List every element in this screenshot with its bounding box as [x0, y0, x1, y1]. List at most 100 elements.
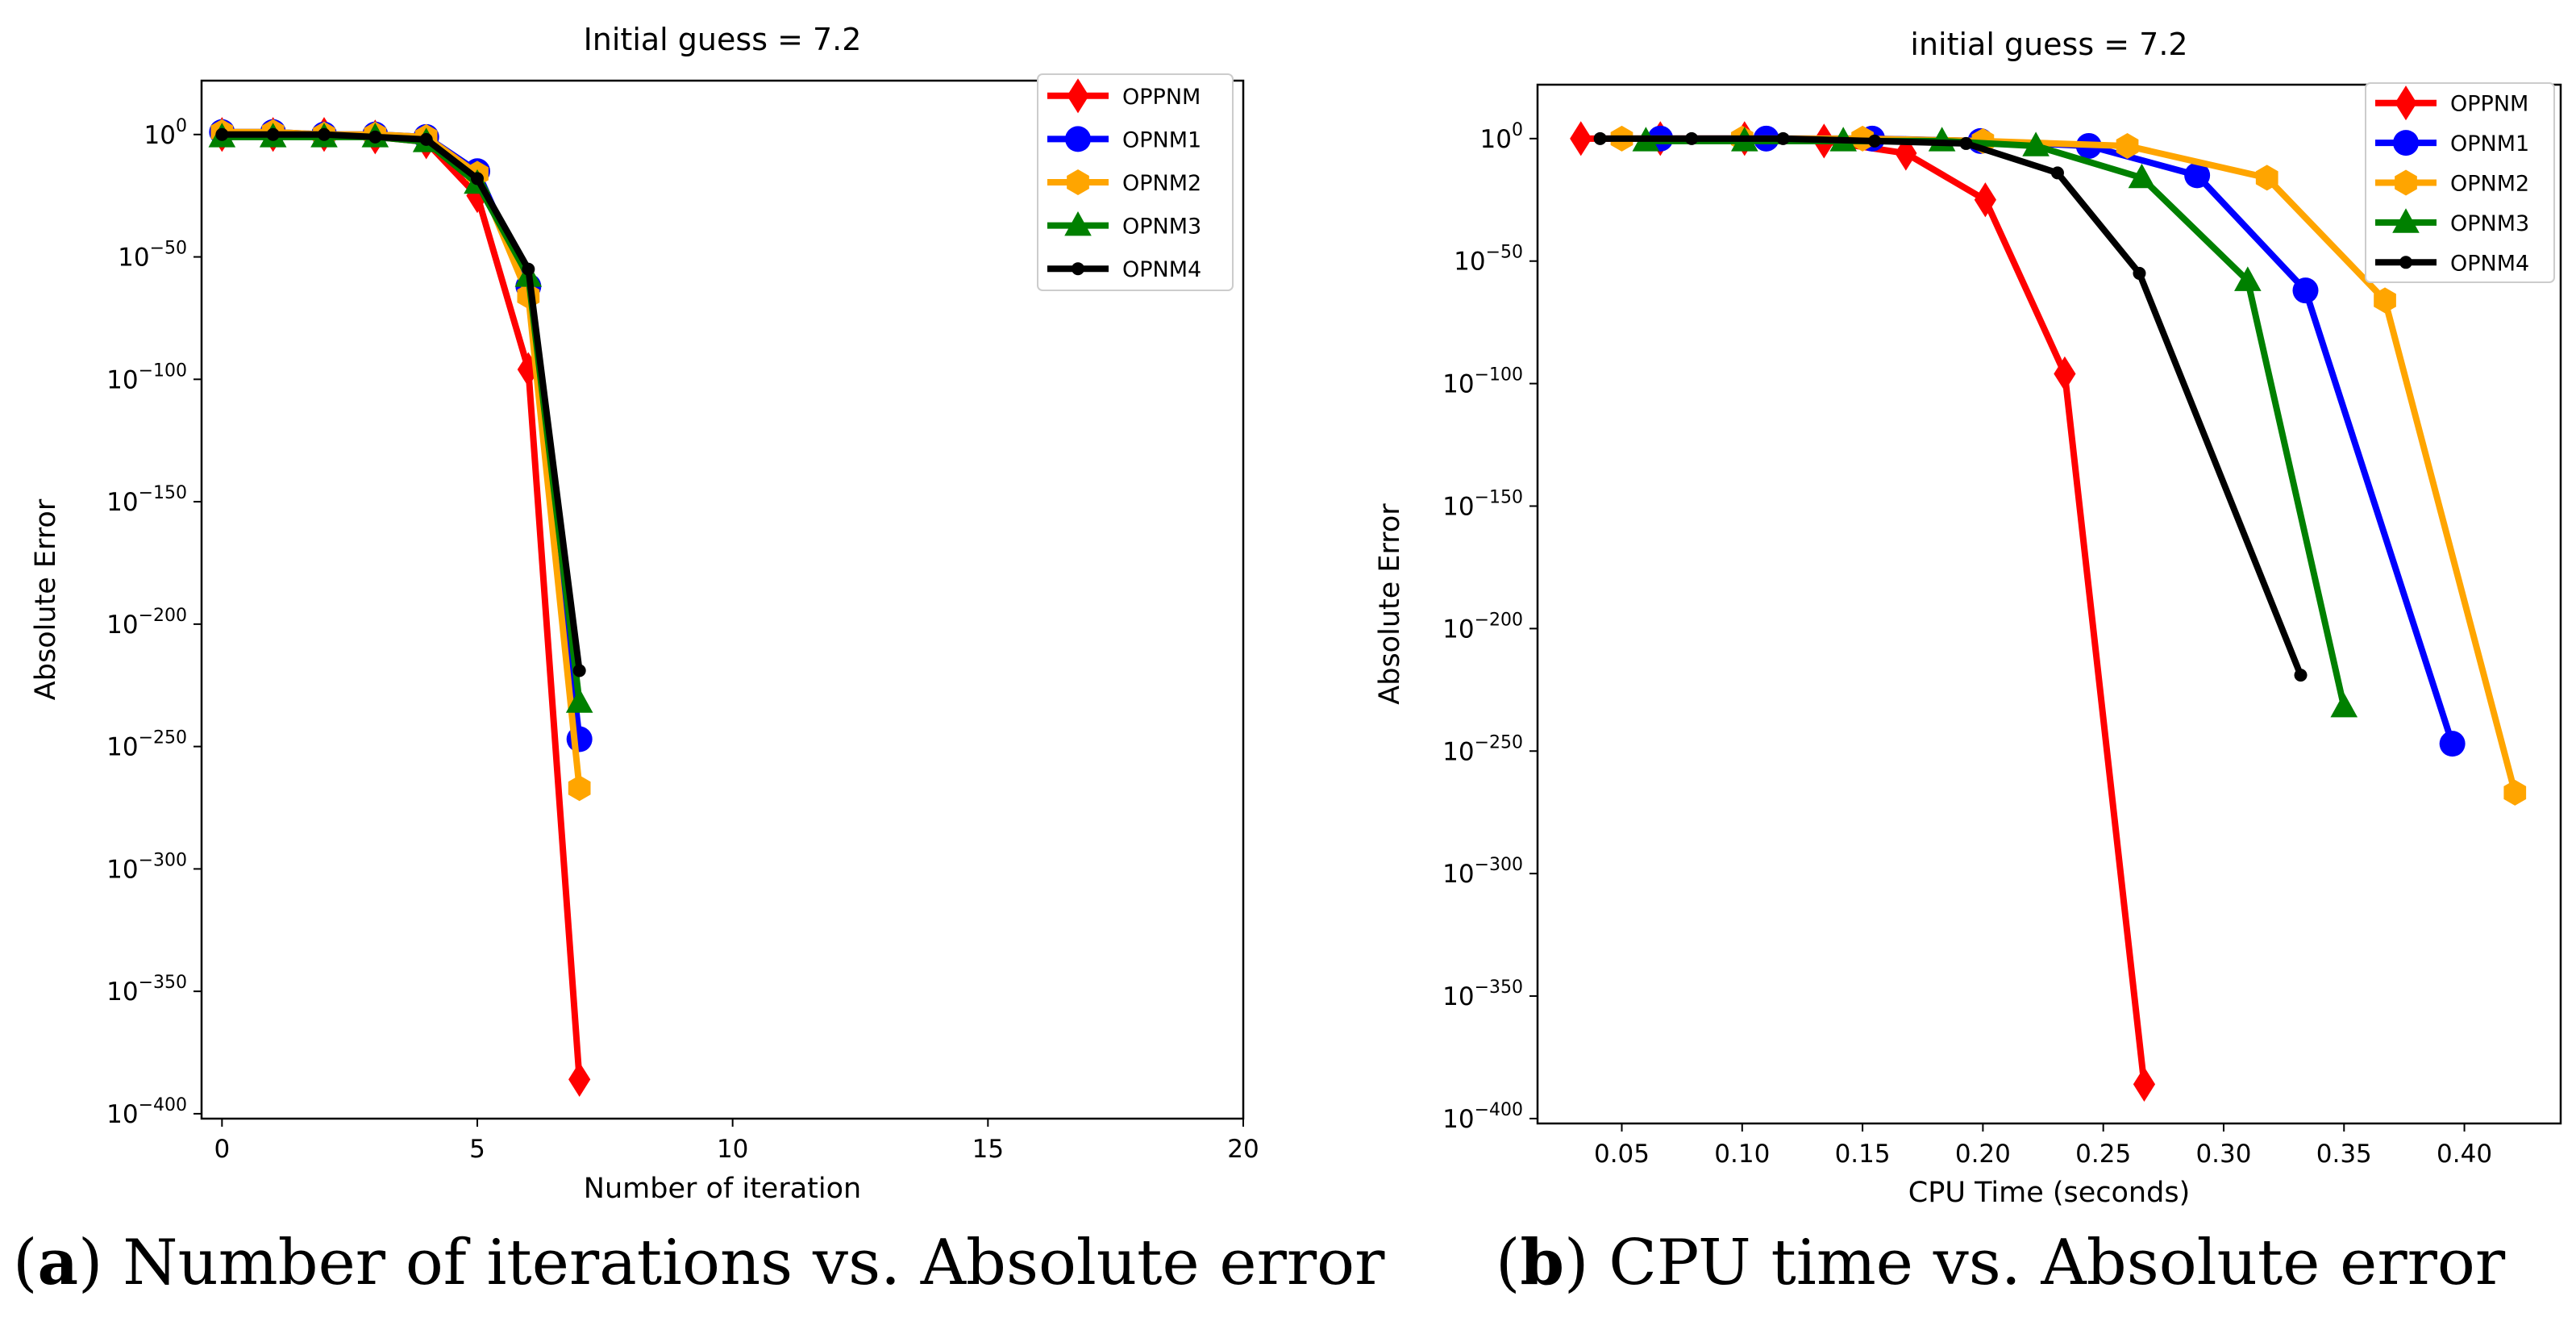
series-line-opnm4	[1600, 135, 2304, 677]
y-tick-exponent: −150	[139, 483, 187, 503]
x-tick-label: 0.35	[2316, 1140, 2372, 1169]
y-tick-label: 10−100	[1442, 365, 1523, 399]
data-point-opnm4	[1868, 134, 1882, 148]
legend-marker-opnm4	[1072, 262, 1084, 276]
y-tick-base: 10	[106, 855, 138, 884]
legend: OPPNM OPNM1 OPNM2 OPNM3 OPNM4	[2365, 82, 2555, 283]
data-point-opnm4	[1685, 131, 1699, 145]
data-point-oppnm	[2054, 356, 2076, 392]
y-tick-base: 10	[1442, 737, 1474, 766]
legend-marker-oppnm	[2395, 85, 2417, 121]
data-point-oppnm	[517, 352, 539, 387]
legend-label-opnm1: OPNM1	[2450, 131, 2529, 156]
plot-area	[1570, 121, 2527, 1102]
y-tick-exponent: 0	[176, 116, 187, 136]
legend-frame	[1037, 73, 1234, 291]
y-tick-exponent: 0	[1512, 120, 1523, 140]
data-point-oppnm	[568, 1061, 591, 1098]
caption-a: (a) Number of iterations vs. Absolute er…	[13, 1226, 1385, 1299]
x-tick-label: 0.25	[2075, 1140, 2131, 1169]
y-tick-exponent: −400	[139, 1095, 187, 1115]
x-tick-label: 0.30	[2195, 1140, 2251, 1169]
y-tick-label: 10−50	[118, 239, 187, 273]
series-line-opnm3	[222, 133, 583, 703]
y-axis-label: Absolute Error	[30, 498, 62, 700]
y-tick-base: 10	[106, 733, 138, 762]
series-line-opnm1	[222, 128, 583, 740]
y-tick-label: 10−150	[106, 483, 187, 517]
axes-frame	[1536, 83, 2562, 1125]
x-tick-label: 0.05	[1594, 1140, 1650, 1169]
y-tick-label: 100	[1480, 120, 1523, 154]
caption-b: (b) CPU time vs. Absolute error	[1496, 1226, 2506, 1299]
y-tick-exponent: −250	[139, 728, 187, 748]
y-tick-exponent: −150	[1475, 487, 1523, 507]
data-point-opnm2	[2116, 132, 2139, 159]
legend-label-opnm2: OPNM2	[1122, 171, 1201, 196]
data-point-opnm2	[2503, 779, 2527, 806]
y-tick-exponent: −50	[150, 239, 187, 259]
data-point-opnm4	[2133, 266, 2146, 280]
plot-area	[208, 117, 593, 1098]
y-tick-base: 10	[144, 121, 176, 150]
x-tick-label: 0.20	[1955, 1140, 2011, 1169]
series-line-opnm2	[222, 128, 583, 789]
y-tick-label: 10−400	[106, 1095, 187, 1129]
data-point-opnm3	[2330, 692, 2358, 718]
legend-label-oppnm: OPPNM	[1122, 85, 1201, 110]
legend-marker-opnm3	[1064, 211, 1092, 236]
y-tick-base: 10	[118, 244, 149, 273]
data-point-opnm3	[565, 688, 593, 713]
chart-title: initial guess = 7.2	[1910, 27, 2187, 62]
y-tick-exponent: −200	[1475, 610, 1523, 630]
data-point-opnm4	[1959, 136, 1973, 150]
y-tick-base: 10	[1480, 125, 1512, 154]
data-point-opnm4	[318, 127, 331, 141]
data-point-opnm3	[2022, 131, 2050, 156]
y-tick-label: 10−350	[106, 973, 187, 1007]
x-axis-label: CPU Time (seconds)	[1908, 1177, 2190, 1209]
data-point-opnm4	[522, 262, 535, 276]
y-tick-base: 10	[106, 488, 138, 517]
data-point-opnm4	[2294, 669, 2308, 682]
x-tick-label: 5	[469, 1135, 485, 1164]
legend-label-oppnm: OPPNM	[2450, 92, 2528, 117]
data-point-opnm1	[2439, 731, 2466, 757]
legend-label-opnm4: OPNM4	[2450, 251, 2529, 276]
legend-marker-opnm2	[1067, 169, 1089, 195]
data-point-opnm4	[2050, 166, 2064, 180]
data-point-opnm3	[2128, 163, 2156, 189]
legend-label-opnm4: OPNM4	[1122, 257, 1201, 282]
x-tick-label: 15	[972, 1135, 1004, 1164]
y-tick-base: 10	[1442, 615, 1474, 644]
chart-title: Initial guess = 7.2	[584, 22, 862, 57]
y-tick-label: 10−300	[106, 850, 187, 884]
y-tick-label: 10−250	[1442, 732, 1523, 766]
data-point-opnm2	[2374, 287, 2396, 314]
data-point-oppnm	[1570, 121, 1592, 156]
data-point-opnm4	[419, 132, 433, 146]
y-tick-exponent: −400	[1475, 1100, 1523, 1120]
legend-label-opnm3: OPNM3	[2450, 211, 2529, 236]
y-tick-label: 10−250	[106, 728, 187, 762]
cpu-time-chart: initial guess = 7.2 CPU Time (seconds) Abs…	[1374, 27, 2562, 1209]
data-point-opnm4	[471, 172, 484, 185]
data-point-opnm4	[368, 130, 382, 144]
y-tick-base: 10	[1442, 860, 1474, 889]
legend-label-opnm3: OPNM3	[1122, 215, 1201, 240]
y-tick-exponent: −300	[1475, 855, 1523, 875]
y-tick-base: 10	[1442, 982, 1474, 1011]
y-tick-exponent: −250	[1475, 732, 1523, 752]
y-tick-exponent: −200	[139, 606, 187, 626]
y-tick-base: 10	[106, 365, 138, 394]
y-tick-base: 10	[1454, 248, 1485, 277]
y-tick-label: 10−50	[1454, 243, 1523, 277]
legend: OPPNM OPNM1 OPNM2 OPNM3 OPNM4	[1037, 73, 1234, 291]
iterations-chart: Initial guess = 7.2 Number of iteration Ab…	[30, 22, 1259, 1205]
y-tick-exponent: −100	[139, 361, 187, 381]
data-point-opnm2	[2255, 165, 2278, 191]
y-tick-base: 10	[106, 611, 138, 640]
x-tick-label: 0	[214, 1135, 230, 1164]
legend-marker-opnm2	[2395, 169, 2417, 196]
